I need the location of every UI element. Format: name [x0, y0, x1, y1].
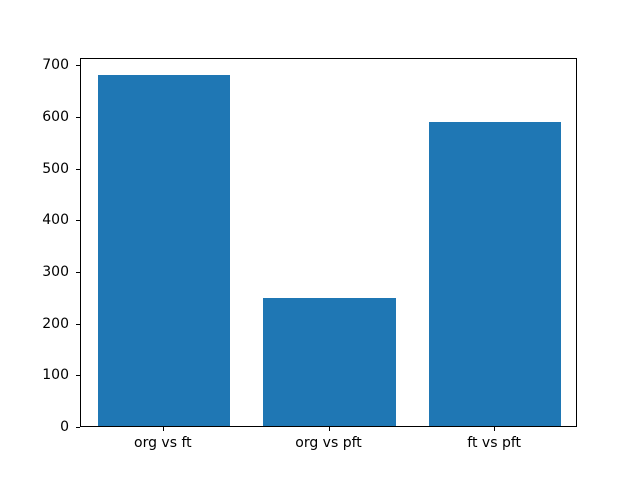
y-tick-label: 400	[42, 212, 69, 229]
bar-ft-vs-pft	[428, 122, 562, 426]
y-tick-mark	[76, 168, 80, 170]
bar-org-vs-ft	[97, 74, 231, 426]
y-tick-mark	[76, 323, 80, 325]
x-tick-label: ft vs pft	[467, 435, 522, 451]
axes	[80, 58, 577, 427]
y-tick-label: 600	[42, 108, 69, 125]
y-tick-mark	[76, 65, 80, 67]
y-tick-label: 0	[60, 419, 69, 435]
y-tick-mark	[76, 116, 80, 118]
y-tick-mark	[76, 427, 80, 428]
y-tick-mark	[76, 271, 80, 273]
x-tick-mark	[162, 427, 164, 431]
x-tick-label: org vs pft	[295, 435, 362, 451]
x-tick-mark	[494, 427, 496, 431]
x-tick-mark	[328, 427, 330, 431]
bar-org-vs-pft	[263, 297, 396, 426]
x-tick-label: org vs ft	[134, 435, 192, 451]
y-tick-label: 100	[42, 367, 69, 384]
y-tick-label: 500	[42, 160, 69, 177]
y-tick-label: 200	[42, 315, 69, 332]
y-tick-mark	[76, 375, 80, 377]
y-tick-label: 700	[42, 57, 69, 74]
y-tick-label: 300	[42, 263, 69, 280]
y-tick-mark	[76, 220, 80, 222]
